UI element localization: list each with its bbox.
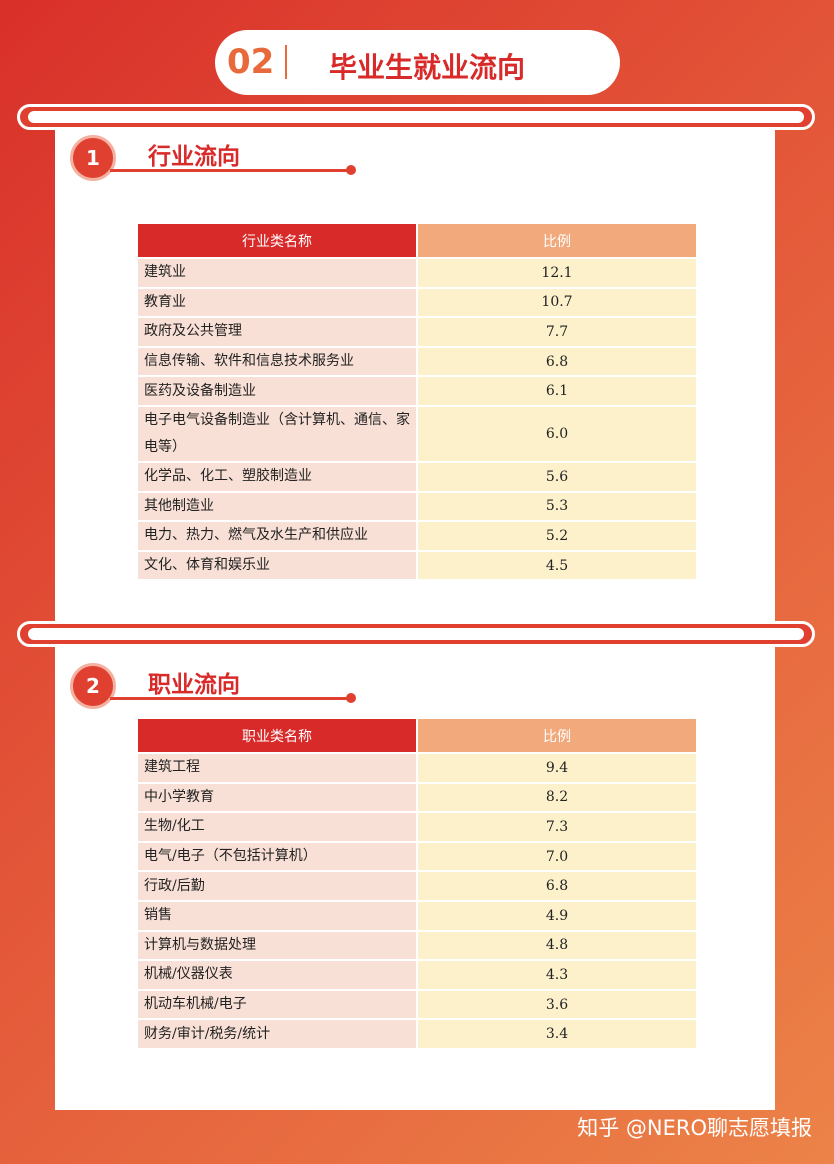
table-cell: 4.8 — [418, 931, 696, 960]
table-row: 建筑工程 9.4 — [138, 754, 696, 782]
table-cell: 7.3 — [418, 813, 696, 841]
table-row: 行政/后勤 6.8 — [138, 872, 696, 900]
header-row: 职业类名称 比例 — [138, 719, 696, 752]
table-cell: 8.2 — [418, 783, 696, 812]
table-cell: 计算机与数据处理 — [138, 931, 416, 960]
table-row: 机动车机械/电子 3.6 — [138, 990, 696, 1019]
header-title: 毕业生就业流向 — [329, 51, 526, 84]
table-cell: 5.6 — [418, 462, 696, 491]
table-cell: 机械/仪器仪表 — [138, 961, 416, 989]
column-header: 行业类名称 — [138, 224, 416, 257]
table-row: 文化、体育和娱乐业 4.5 — [138, 551, 696, 580]
table-row: 电气/电子（不包括计算机） 7.0 — [138, 842, 696, 871]
table-cell: 化学品、化工、塑胶制造业 — [138, 462, 416, 491]
table-cell: 电子电气设备制造业（含计算机、通信、家电等） — [138, 406, 416, 461]
table-cell: 6.0 — [418, 406, 696, 461]
separator — [285, 45, 287, 79]
table-cell: 教育业 — [138, 288, 416, 317]
table-cell: 7.0 — [418, 842, 696, 871]
table-cell: 6.8 — [418, 872, 696, 900]
table-cell: 医药及设备制造业 — [138, 377, 416, 405]
table-cell: 6.8 — [418, 347, 696, 376]
table-cell: 信息传输、软件和信息技术服务业 — [138, 347, 416, 376]
table-row: 其他制造业 5.3 — [138, 492, 696, 521]
table-cell: 文化、体育和娱乐业 — [138, 551, 416, 580]
table-row: 医药及设备制造业 6.1 — [138, 377, 696, 405]
divider-bar — [17, 104, 815, 130]
table-cell: 销售 — [138, 901, 416, 930]
table-cell: 12.1 — [418, 259, 696, 287]
table-cell: 7.7 — [418, 318, 696, 346]
header: 02 毕业生就业流向 — [215, 30, 620, 95]
table-cell: 9.4 — [418, 754, 696, 782]
table-cell: 4.3 — [418, 961, 696, 989]
table-row: 教育业 10.7 — [138, 288, 696, 317]
table-row: 政府及公共管理 7.7 — [138, 318, 696, 346]
watermark: 知乎 @NERO聊志愿填报 — [577, 1116, 812, 1140]
section-number: 1 — [70, 135, 116, 181]
table-row: 化学品、化工、塑胶制造业 5.6 — [138, 462, 696, 491]
data-table: 职业类名称 比例 建筑工程 9.4 中小学教育 8.2 生物/化工 7.3 电气/电子（不包括计… — [136, 717, 698, 1050]
table-cell: 3.6 — [418, 990, 696, 1019]
data-table: 行业类名称 比例 建筑业 12.1 教育业 10.7 政府及公共管理 7.7 信息传输、软件和信… — [136, 222, 698, 581]
table-row: 电力、热力、燃气及水生产和供应业 5.2 — [138, 522, 696, 550]
table-row: 计算机与数据处理 4.8 — [138, 931, 696, 960]
table-row: 机械/仪器仪表 4.3 — [138, 961, 696, 989]
table-row: 信息传输、软件和信息技术服务业 6.8 — [138, 347, 696, 376]
section-title: 行业流向 — [148, 144, 240, 170]
table-cell: 生物/化工 — [138, 813, 416, 841]
table-row: 销售 4.9 — [138, 901, 696, 930]
table-cell: 电力、热力、燃气及水生产和供应业 — [138, 522, 416, 550]
table-row: 建筑业 12.1 — [138, 259, 696, 287]
table-row: 生物/化工 7.3 — [138, 813, 696, 841]
table-cell: 4.5 — [418, 551, 696, 580]
table-cell: 建筑工程 — [138, 754, 416, 782]
column-header: 比例 — [418, 224, 696, 257]
table-cell: 其他制造业 — [138, 492, 416, 521]
section-number: 2 — [70, 663, 116, 709]
table-cell: 机动车机械/电子 — [138, 990, 416, 1019]
table-cell: 6.1 — [418, 377, 696, 405]
header-number: 02 — [227, 42, 275, 82]
section-line — [110, 165, 356, 175]
table-row: 财务/审计/税务/统计 3.4 — [138, 1020, 696, 1048]
table-row: 电子电气设备制造业（含计算机、通信、家电等） 6.0 — [138, 406, 696, 461]
table-cell: 建筑业 — [138, 259, 416, 287]
table-cell: 电气/电子（不包括计算机） — [138, 842, 416, 871]
table-cell: 5.3 — [418, 492, 696, 521]
table-row: 中小学教育 8.2 — [138, 783, 696, 812]
divider-bar — [17, 621, 815, 647]
column-header: 比例 — [418, 719, 696, 752]
table-cell: 5.2 — [418, 522, 696, 550]
column-header: 职业类名称 — [138, 719, 416, 752]
section-line — [110, 693, 356, 703]
table-cell: 政府及公共管理 — [138, 318, 416, 346]
section-title: 职业流向 — [148, 672, 240, 698]
table-cell: 4.9 — [418, 901, 696, 930]
table-cell: 中小学教育 — [138, 783, 416, 812]
table-cell: 行政/后勤 — [138, 872, 416, 900]
table-cell: 财务/审计/税务/统计 — [138, 1020, 416, 1048]
table-cell: 10.7 — [418, 288, 696, 317]
table-cell: 3.4 — [418, 1020, 696, 1048]
header-row: 行业类名称 比例 — [138, 224, 696, 257]
